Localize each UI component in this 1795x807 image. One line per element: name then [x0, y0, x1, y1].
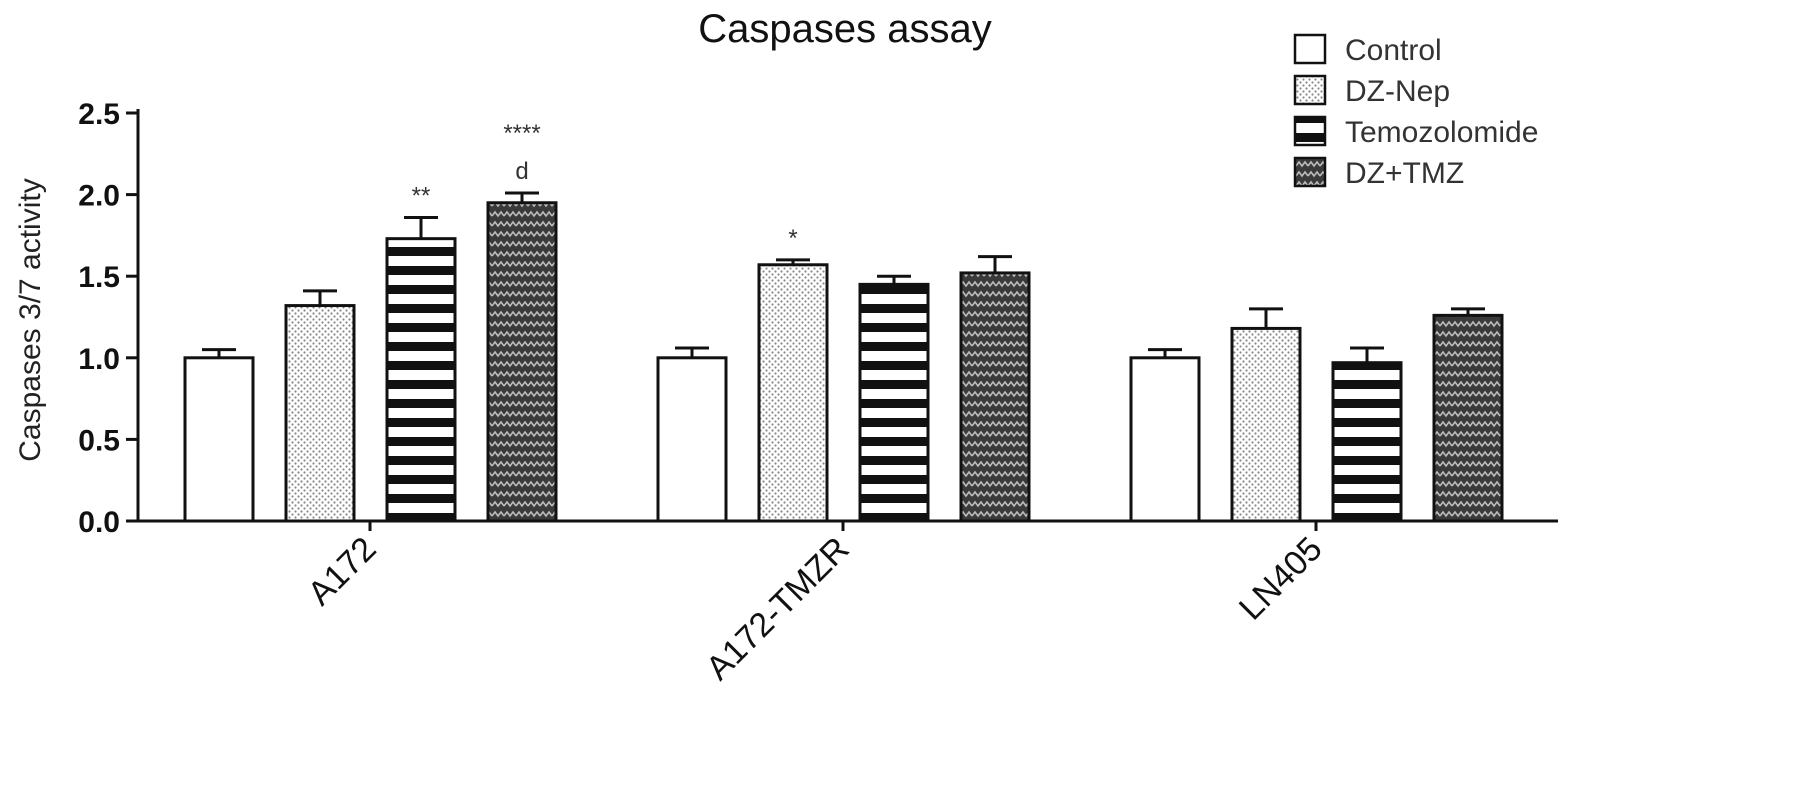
- bar-a172-tmzr-dz-nep: [757, 263, 829, 523]
- legend-label-dz-tmz: DZ+TMZ: [1345, 157, 1464, 190]
- significance-annotation: **: [412, 182, 431, 209]
- bar-a172-tmzr-control: [656, 356, 728, 523]
- axes: [136, 109, 1558, 531]
- annotations: ******d*: [412, 120, 798, 252]
- bar-ln405-dz-nep: [1230, 326, 1302, 523]
- significance-annotation: *: [788, 225, 797, 252]
- bar-a172-tmzr-temozolomide: [858, 282, 930, 523]
- y-tick-label: 1.0: [78, 343, 120, 376]
- bar-a172-dz-tmz: [486, 201, 558, 523]
- y-tick-label: 1.5: [78, 261, 120, 294]
- error-bars: [202, 191, 1485, 363]
- legend-swatch-dz-nep: [1293, 74, 1327, 106]
- x-axis-categories: A172 A172-TMZR LN405: [301, 530, 1330, 688]
- y-axis-label: Caspases 3/7 activity: [14, 178, 47, 461]
- category-label-a172: A172: [301, 530, 384, 613]
- category-label-ln405: LN405: [1232, 530, 1330, 628]
- y-tick-label: 0.0: [78, 506, 120, 539]
- bar-a172-dz-nep: [284, 304, 356, 523]
- significance-annotation: ****: [503, 120, 540, 147]
- y-tick-label: 2.0: [78, 180, 120, 213]
- bar-a172-tmzr-dz-tmz: [959, 271, 1031, 523]
- legend-swatch-temozolomide: [1293, 115, 1327, 147]
- legend: Control DZ-Nep Temozolomide DZ+TMZ: [1293, 33, 1538, 190]
- y-tick-label: 2.5: [78, 98, 120, 131]
- bars: [183, 201, 1504, 523]
- legend-label-temozolomide: Temozolomide: [1345, 116, 1538, 149]
- chart-title: Caspases assay: [698, 7, 991, 51]
- legend-label-control: Control: [1345, 34, 1442, 67]
- legend-label-dz-nep: DZ-Nep: [1345, 75, 1450, 108]
- bar-a172-temozolomide: [385, 237, 457, 523]
- significance-annotation: d: [515, 158, 528, 185]
- bar-ln405-temozolomide: [1331, 361, 1403, 523]
- legend-swatch-dz-tmz: [1293, 156, 1327, 188]
- bar-ln405-control: [1129, 356, 1201, 523]
- y-axis-ticks: 0.0 0.5 1.0 1.5 2.0 2.5: [78, 98, 138, 539]
- bar-ln405-dz-tmz: [1432, 313, 1504, 523]
- category-label-a172-tmzr: A172-TMZR: [699, 530, 857, 688]
- bar-a172-control: [183, 356, 255, 523]
- legend-swatch-control: [1293, 33, 1327, 65]
- y-tick-label: 0.5: [78, 424, 120, 457]
